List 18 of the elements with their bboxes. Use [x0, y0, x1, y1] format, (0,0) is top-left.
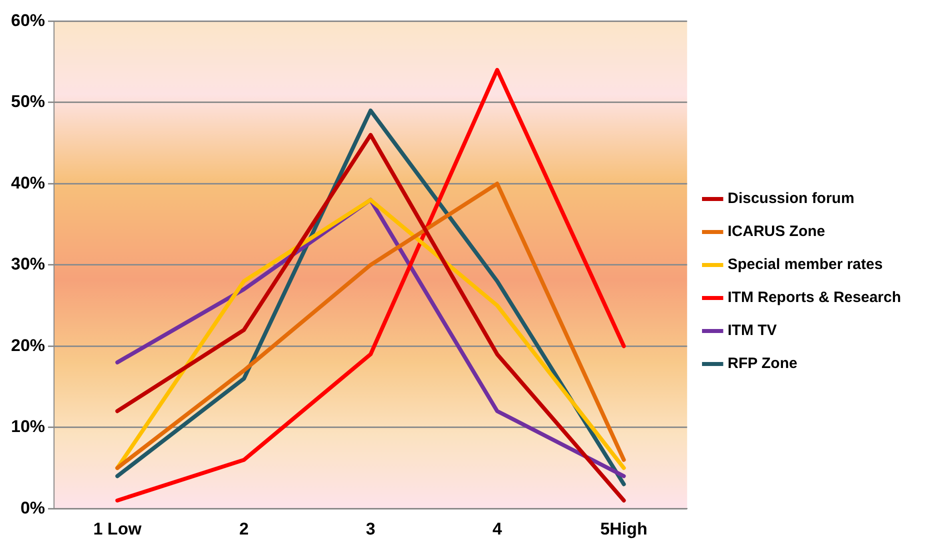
- x-tick-label: 5High: [600, 519, 648, 538]
- x-tick-label: 2: [239, 519, 249, 538]
- x-tick-label: 3: [366, 519, 376, 538]
- x-tick-label: 4: [492, 519, 502, 538]
- y-tick-label: 40%: [10, 173, 46, 192]
- y-tick-label: 50%: [10, 92, 46, 112]
- y-tick-label: 30%: [10, 254, 46, 274]
- legend-label: Special member rates: [728, 256, 883, 274]
- y-tick-label: 10%: [10, 417, 46, 436]
- y-tick-label: 20%: [10, 336, 46, 355]
- x-tick-label: 1 Low: [93, 519, 142, 538]
- y-tick-label: 0%: [20, 498, 46, 518]
- legend-label: ITM TV: [728, 322, 777, 340]
- y-tick-label: 60%: [10, 10, 46, 30]
- legend-label: ICARUS Zone: [728, 223, 826, 240]
- legend-label: Discussion forum: [728, 190, 854, 208]
- legend-label: RFP Zone: [728, 355, 798, 372]
- legend-label: ITM Reports & Research: [728, 289, 902, 306]
